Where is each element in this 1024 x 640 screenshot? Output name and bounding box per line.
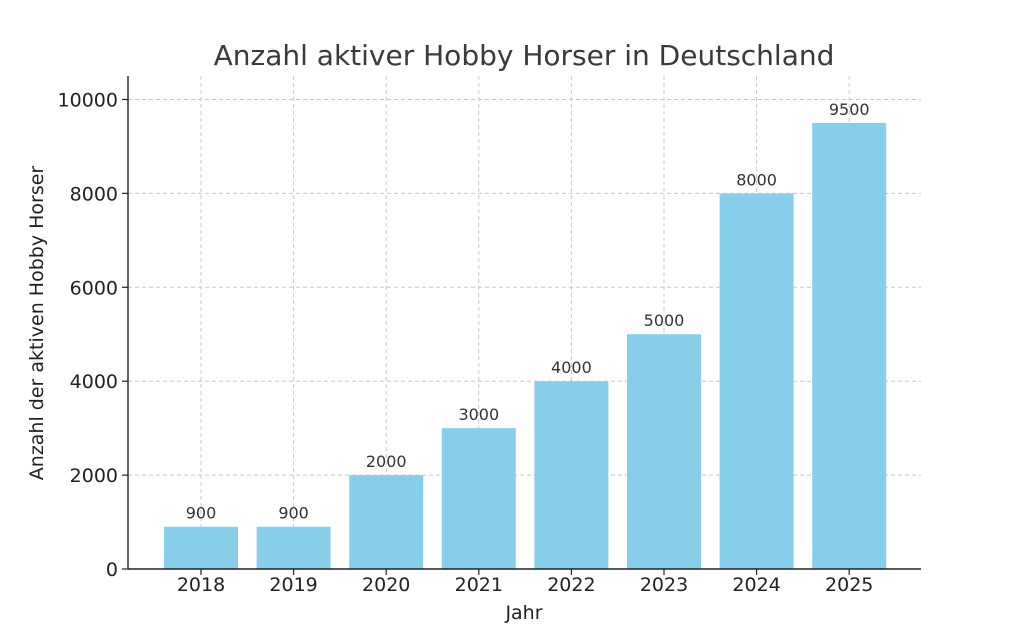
x-tick-label-2021: 2021 <box>455 574 503 596</box>
y-tick-label: 6000 <box>70 277 118 299</box>
y-tick-label: 8000 <box>70 183 118 205</box>
data-label-2019: 900 <box>278 504 309 523</box>
bar-2024 <box>719 193 794 569</box>
y-tick-label: 10000 <box>58 89 118 111</box>
x-tick-label-2024: 2024 <box>732 574 780 596</box>
data-label-2021: 3000 <box>458 405 499 424</box>
y-axis-label: Anzahl der aktiven Hobby Horser <box>26 166 48 481</box>
y-tick-label: 4000 <box>70 371 118 393</box>
y-tick-label: 0 <box>106 559 118 581</box>
bar-2019 <box>256 526 331 569</box>
data-label-2018: 900 <box>186 504 217 523</box>
data-label-2022: 4000 <box>551 358 592 377</box>
data-labels: 900 900 2000 3000 4000 5000 8000 9500 <box>186 100 870 523</box>
x-tick-label-2020: 2020 <box>362 574 410 596</box>
y-tick-label: 2000 <box>70 465 118 487</box>
x-tick-label-2025: 2025 <box>825 574 873 596</box>
data-label-2025: 9500 <box>829 100 870 119</box>
bar-2018 <box>164 526 238 569</box>
bar-2023 <box>627 334 701 569</box>
x-tick-label-2019: 2019 <box>269 574 317 596</box>
chart-title: Anzahl aktiver Hobby Horser in Deutschla… <box>214 39 835 72</box>
axes: 0 2000 4000 6000 8000 10000 2018 2019 2020 2021 20… <box>58 76 921 596</box>
data-label-2023: 5000 <box>644 311 685 330</box>
bar-2022 <box>534 381 609 569</box>
data-label-2024: 8000 <box>736 170 777 189</box>
data-label-2020: 2000 <box>366 452 407 471</box>
bar-2021 <box>441 428 516 569</box>
x-tick-label-2023: 2023 <box>640 574 688 596</box>
x-tick-label-2018: 2018 <box>177 574 225 596</box>
bar-2020 <box>349 475 424 569</box>
grid-lines <box>128 76 921 569</box>
x-axis-label: Jahr <box>504 602 542 624</box>
bars <box>164 122 887 569</box>
x-tick-label-2022: 2022 <box>547 574 595 596</box>
bar-2025 <box>812 122 887 569</box>
